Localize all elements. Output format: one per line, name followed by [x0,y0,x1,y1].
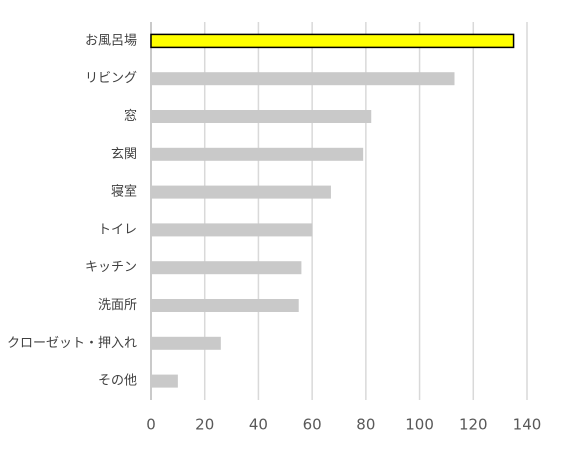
y-tick-label: 洗面所 [98,298,137,313]
y-tick-label: お風呂場 [85,33,137,48]
x-tick-label: 100 [405,416,434,434]
y-tick-label: 寝室 [111,184,137,200]
x-tick-label: 80 [356,416,375,434]
bar [151,110,372,123]
bar [150,33,515,49]
y-tick-label: トイレ [98,222,137,237]
y-tick-label: 玄関 [111,147,137,162]
x-tick-label: 20 [195,416,214,434]
x-tick-label: 0 [146,416,156,434]
x-tick-label: 40 [249,416,268,434]
y-tick-label: その他 [98,374,137,389]
bar [151,185,331,199]
bar [151,147,364,161]
x-tick-label: 60 [303,416,322,434]
y-tick-label: クローゼット・押入れ [7,336,137,351]
y-tick-label: リビング [85,71,137,86]
bar [151,261,302,275]
x-tick-label: 140 [513,416,542,434]
x-tick-label: 120 [459,416,488,434]
y-tick-label: 窓 [124,108,137,124]
bar [151,72,455,86]
bar [151,374,178,388]
y-tick-label: キッチン [85,260,137,275]
bar [151,223,313,237]
bar [151,299,299,312]
bar [151,336,221,350]
